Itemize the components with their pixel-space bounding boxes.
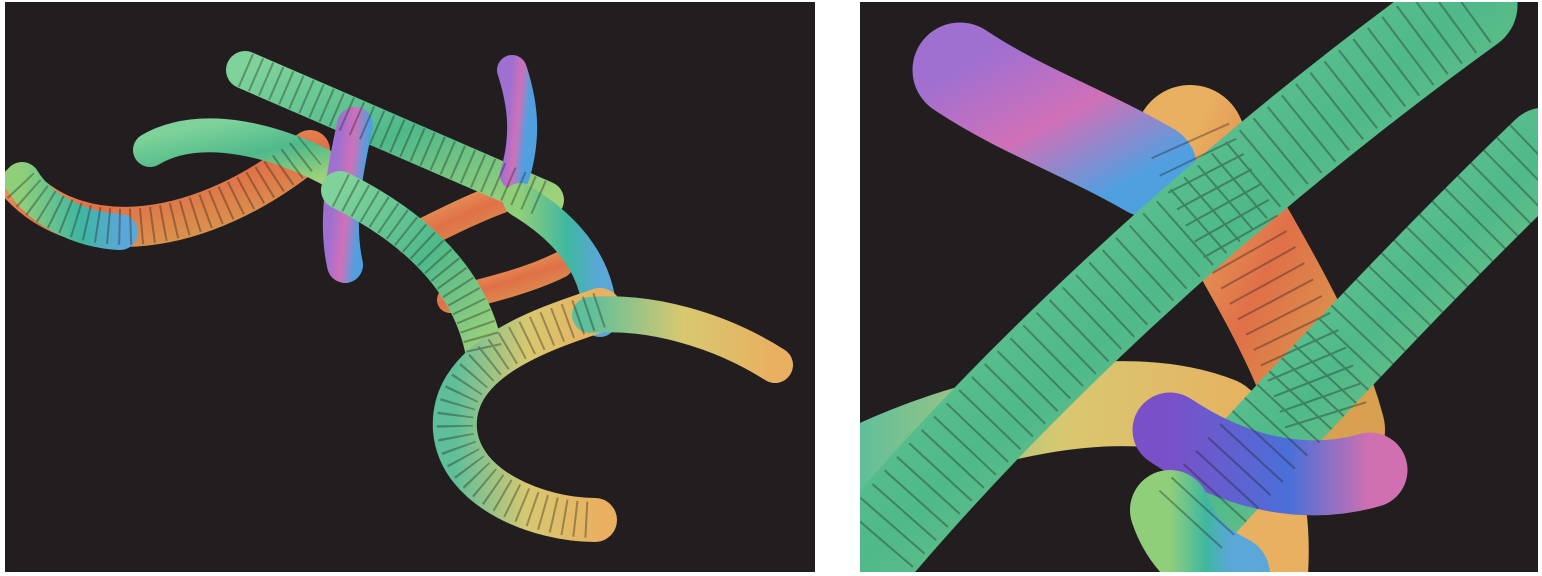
- tube: [1130, 470, 1270, 572]
- left-panel: [5, 2, 815, 572]
- tube: [572, 296, 793, 383]
- tube: [226, 51, 564, 219]
- tube: [432, 288, 622, 542]
- voxel-texture: [860, 2, 1538, 568]
- tube: [912, 22, 1198, 218]
- right-panel: [860, 2, 1538, 572]
- tube: [497, 55, 538, 190]
- tube: [1132, 392, 1408, 516]
- tube: [5, 162, 138, 250]
- tube: [133, 118, 357, 192]
- tube: [321, 171, 504, 374]
- background: [5, 2, 815, 572]
- tube: [860, 2, 1518, 572]
